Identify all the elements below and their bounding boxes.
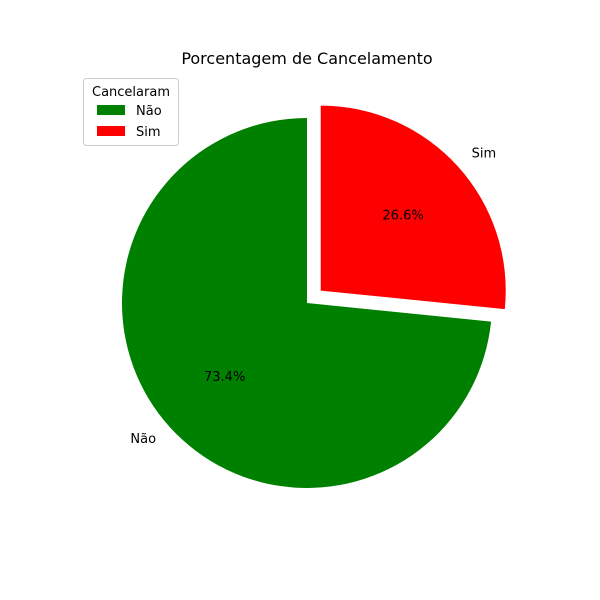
legend: Cancelaram Não Sim [83, 78, 179, 146]
pie-percent-label-nao: 73.4% [204, 370, 245, 385]
pie-slices [122, 105, 506, 488]
pie-category-label-nao: Não [130, 432, 156, 447]
legend-label-nao: Não [136, 104, 162, 119]
pie-labels: 73.4% Não 26.6% Sim [130, 147, 496, 447]
pie-slice-nao [122, 118, 492, 488]
chart-title: Porcentagem de Cancelamento [181, 49, 432, 68]
pie-slice-sim [320, 105, 506, 310]
pie-percent-label-sim: 26.6% [382, 209, 423, 224]
legend-title: Cancelaram [92, 85, 170, 100]
pie-category-label-sim: Sim [472, 147, 497, 162]
legend-label-sim: Sim [136, 125, 161, 140]
legend-swatch-nao [97, 105, 125, 115]
legend-swatch-sim [97, 126, 125, 136]
